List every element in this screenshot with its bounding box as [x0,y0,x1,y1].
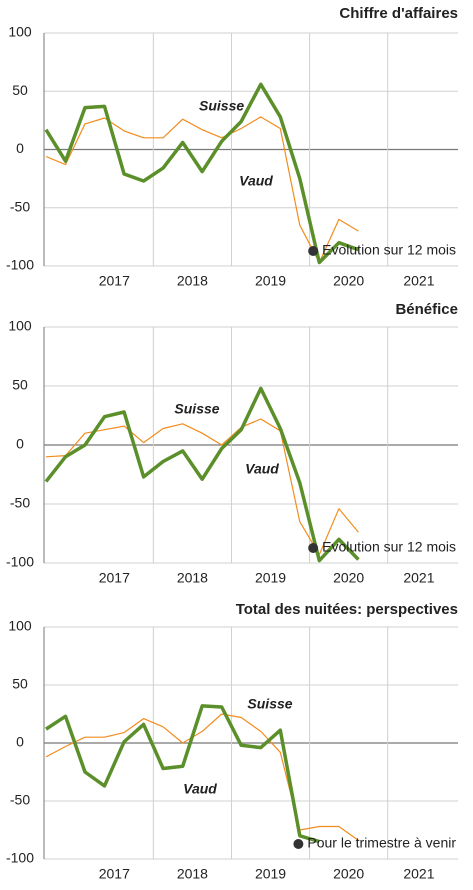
x-tick-label: 2018 [177,273,208,289]
x-tick-label: 2017 [99,570,130,586]
y-tick-label: 100 [8,618,32,634]
y-tick-label: 100 [8,318,32,334]
annotation-dot [308,246,319,256]
x-tick-label: 2020 [333,866,364,882]
x-tick-label: 2018 [177,570,208,586]
series-label: Vaud [239,173,273,189]
y-tick-label: -50 [10,198,30,214]
chart-title: Bénéfice [395,301,458,318]
x-tick-label: 2020 [333,273,364,289]
x-tick-label: 2021 [403,273,434,289]
x-tick-label: 2017 [99,866,130,882]
x-tick-label: 2018 [177,866,208,882]
series-label: Suisse [247,696,292,712]
line-series [45,713,359,841]
line-series [44,82,359,265]
line-series [45,418,359,556]
y-tick-label: -100 [6,257,34,273]
y-tick-label: 0 [16,734,24,750]
line-series [45,704,320,844]
annotation: Evolution sur 12 mois [322,539,456,555]
series-label: Suisse [199,98,244,114]
series-label: Vaud [245,461,279,477]
x-tick-label: 2019 [255,570,286,586]
annotation: Pour le trimestre à venir [307,835,456,851]
y-tick-label: 0 [16,436,24,452]
y-tick-label: 50 [12,676,28,692]
x-tick-label: 2017 [99,273,130,289]
y-tick-label: -50 [10,792,30,808]
series-label: Vaud [183,781,217,797]
y-tick-label: 0 [16,140,24,156]
annotation: Evolution sur 12 mois [322,242,456,258]
x-tick-label: 2019 [255,273,286,289]
x-tick-label: 2021 [403,570,434,586]
chart-title: Chiffre d'affaires [339,5,458,22]
y-tick-label: -100 [6,554,34,570]
line-series [44,386,360,563]
x-tick-label: 2021 [403,866,434,882]
y-tick-label: -100 [6,850,34,866]
y-tick-label: -50 [10,495,30,511]
annotation-dot [308,543,319,553]
series-label: Suisse [174,401,219,417]
line-series [45,116,359,264]
x-tick-label: 2019 [255,866,286,882]
annotation-dot [293,839,304,849]
y-tick-label: 100 [8,24,32,40]
chart-title: Total des nuitées: perspectives [236,601,458,618]
x-tick-label: 2020 [333,570,364,586]
y-tick-label: 50 [12,82,28,98]
y-tick-label: 50 [12,377,28,393]
